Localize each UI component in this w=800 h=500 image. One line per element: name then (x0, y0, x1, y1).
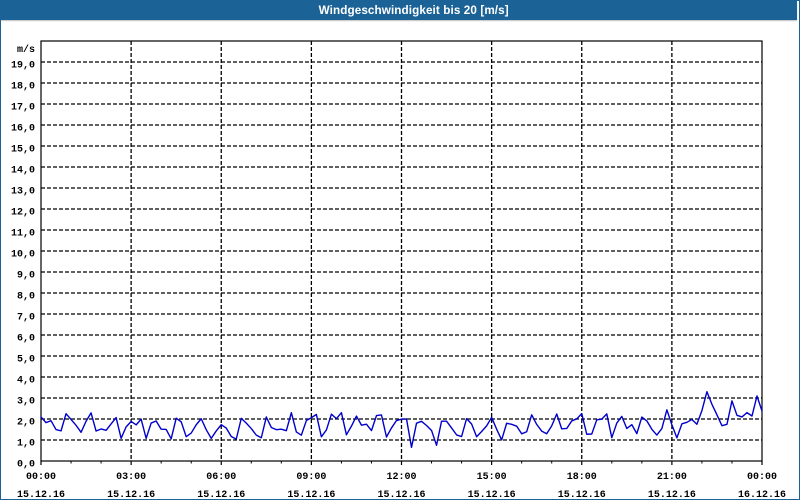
svg-text:1,0: 1,0 (17, 438, 35, 449)
svg-text:15.12.16: 15.12.16 (558, 490, 606, 500)
svg-text:4,0: 4,0 (17, 375, 35, 386)
svg-text:06:00: 06:00 (206, 472, 236, 483)
svg-text:16,0: 16,0 (11, 123, 35, 134)
svg-text:19,0: 19,0 (11, 60, 35, 71)
svg-text:00:00: 00:00 (747, 472, 777, 483)
svg-text:12:00: 12:00 (386, 472, 416, 483)
svg-text:2,0: 2,0 (17, 417, 35, 428)
svg-text:3,0: 3,0 (17, 396, 35, 407)
svg-text:18:00: 18:00 (567, 472, 597, 483)
svg-text:15,0: 15,0 (11, 144, 35, 155)
svg-text:21:00: 21:00 (657, 472, 687, 483)
svg-text:15.12.16: 15.12.16 (197, 490, 245, 500)
svg-text:5,0: 5,0 (17, 354, 35, 365)
svg-text:0,0: 0,0 (17, 459, 35, 470)
svg-text:15.12.16: 15.12.16 (287, 490, 335, 500)
svg-text:8,0: 8,0 (17, 291, 35, 302)
svg-text:09:00: 09:00 (296, 472, 326, 483)
svg-text:15.12.16: 15.12.16 (468, 490, 516, 500)
svg-text:11,0: 11,0 (11, 228, 35, 239)
svg-text:15.12.16: 15.12.16 (648, 490, 696, 500)
svg-text:10,0: 10,0 (11, 249, 35, 260)
svg-text:13,0: 13,0 (11, 186, 35, 197)
svg-text:17,0: 17,0 (11, 102, 35, 113)
svg-text:15.12.16: 15.12.16 (377, 490, 425, 500)
svg-text:7,0: 7,0 (17, 312, 35, 323)
svg-text:m/s: m/s (17, 44, 35, 56)
svg-text:00:00: 00:00 (26, 472, 56, 483)
svg-text:15:00: 15:00 (477, 472, 507, 483)
svg-text:16.12.16: 16.12.16 (738, 490, 786, 500)
svg-text:14,0: 14,0 (11, 165, 35, 176)
svg-text:12,0: 12,0 (11, 207, 35, 218)
svg-text:03:00: 03:00 (116, 472, 146, 483)
svg-text:9,0: 9,0 (17, 270, 35, 281)
svg-text:15.12.16: 15.12.16 (17, 490, 65, 500)
svg-text:6,0: 6,0 (17, 333, 35, 344)
svg-text:15.12.16: 15.12.16 (107, 490, 155, 500)
svg-text:18,0: 18,0 (11, 81, 35, 92)
